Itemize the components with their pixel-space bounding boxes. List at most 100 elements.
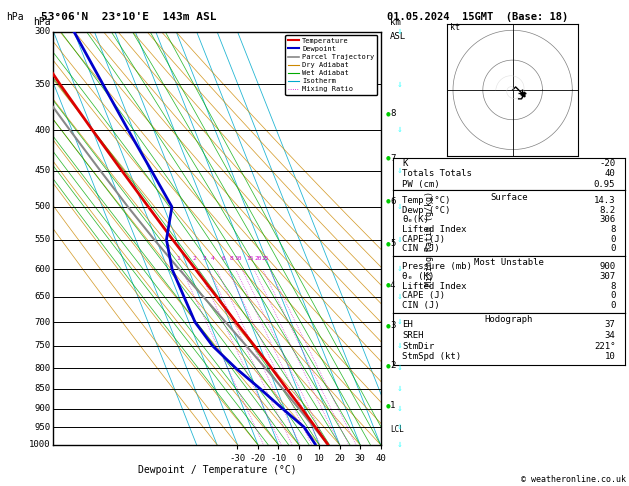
Text: 8.2: 8.2 bbox=[599, 206, 615, 215]
Text: 700: 700 bbox=[34, 318, 50, 327]
Text: 307: 307 bbox=[599, 272, 615, 281]
Text: Pressure (mb): Pressure (mb) bbox=[403, 262, 472, 271]
Text: 5: 5 bbox=[390, 240, 396, 248]
Text: Most Unstable: Most Unstable bbox=[474, 258, 544, 267]
X-axis label: Dewpoint / Temperature (°C): Dewpoint / Temperature (°C) bbox=[138, 466, 296, 475]
Text: 550: 550 bbox=[34, 235, 50, 244]
Text: ⇓: ⇓ bbox=[396, 343, 403, 349]
Text: ⇓: ⇓ bbox=[396, 127, 403, 133]
Text: EH: EH bbox=[403, 320, 413, 329]
Text: 3: 3 bbox=[203, 256, 207, 260]
Text: ⇓: ⇓ bbox=[396, 319, 403, 325]
Text: 306: 306 bbox=[599, 215, 615, 224]
Text: StmSpd (kt): StmSpd (kt) bbox=[403, 352, 462, 361]
Text: K: K bbox=[403, 159, 408, 168]
Text: 600: 600 bbox=[34, 265, 50, 274]
Text: 400: 400 bbox=[34, 126, 50, 135]
Text: 900: 900 bbox=[34, 404, 50, 413]
Text: ●: ● bbox=[386, 282, 391, 288]
Text: 650: 650 bbox=[34, 293, 50, 301]
Text: 1000: 1000 bbox=[29, 440, 50, 449]
Text: 1: 1 bbox=[390, 401, 396, 410]
Text: 450: 450 bbox=[34, 166, 50, 175]
Text: 0: 0 bbox=[610, 301, 615, 310]
Text: ⇓: ⇓ bbox=[396, 294, 403, 300]
Text: -20: -20 bbox=[599, 159, 615, 168]
Text: 8: 8 bbox=[610, 225, 615, 234]
Text: 4: 4 bbox=[211, 256, 214, 260]
Text: Surface: Surface bbox=[490, 192, 528, 202]
Text: θₑ(K): θₑ(K) bbox=[403, 215, 429, 224]
Text: 10: 10 bbox=[604, 352, 615, 361]
Text: 15: 15 bbox=[246, 256, 253, 260]
Text: 37: 37 bbox=[604, 320, 615, 329]
Text: Dewp (°C): Dewp (°C) bbox=[403, 206, 451, 215]
Text: 2: 2 bbox=[390, 362, 396, 370]
Text: ⇓: ⇓ bbox=[396, 405, 403, 412]
Text: 0: 0 bbox=[610, 291, 615, 300]
Text: 0: 0 bbox=[610, 235, 615, 243]
Text: 8: 8 bbox=[610, 281, 615, 291]
Text: 950: 950 bbox=[34, 423, 50, 432]
Text: 8: 8 bbox=[230, 256, 233, 260]
Text: 0: 0 bbox=[610, 244, 615, 253]
Text: CAPE (J): CAPE (J) bbox=[403, 291, 445, 300]
Text: 900: 900 bbox=[599, 262, 615, 271]
Text: ⇓: ⇓ bbox=[396, 365, 403, 371]
Text: StmDir: StmDir bbox=[403, 342, 435, 350]
Text: 750: 750 bbox=[34, 342, 50, 350]
Text: km: km bbox=[390, 17, 401, 27]
Text: 850: 850 bbox=[34, 384, 50, 394]
Text: ●: ● bbox=[386, 199, 391, 204]
Text: 4: 4 bbox=[390, 280, 396, 290]
Text: 800: 800 bbox=[34, 364, 50, 373]
Text: Mixing Ratio (g/kg): Mixing Ratio (g/kg) bbox=[425, 191, 433, 286]
Text: 1: 1 bbox=[176, 256, 180, 260]
Text: Temp (°C): Temp (°C) bbox=[403, 196, 451, 205]
Text: 01.05.2024  15GMT  (Base: 18): 01.05.2024 15GMT (Base: 18) bbox=[387, 12, 568, 22]
Text: 300: 300 bbox=[34, 27, 50, 36]
Text: 53°06'N  23°10'E  143m ASL: 53°06'N 23°10'E 143m ASL bbox=[41, 12, 216, 22]
Text: ⇓: ⇓ bbox=[396, 424, 403, 430]
Text: 8: 8 bbox=[390, 109, 396, 118]
Text: ●: ● bbox=[386, 111, 391, 116]
Text: ●: ● bbox=[386, 403, 391, 408]
Text: 0.95: 0.95 bbox=[594, 180, 615, 189]
Text: Lifted Index: Lifted Index bbox=[403, 281, 467, 291]
Legend: Temperature, Dewpoint, Parcel Trajectory, Dry Adiabat, Wet Adiabat, Isotherm, Mi: Temperature, Dewpoint, Parcel Trajectory… bbox=[286, 35, 377, 95]
Text: ⇓: ⇓ bbox=[396, 168, 403, 174]
Text: hPa: hPa bbox=[33, 17, 50, 27]
Text: ●: ● bbox=[386, 156, 391, 161]
Text: LCL: LCL bbox=[390, 425, 404, 434]
Text: © weatheronline.co.uk: © weatheronline.co.uk bbox=[521, 474, 626, 484]
Text: ●: ● bbox=[386, 323, 391, 328]
Text: hPa: hPa bbox=[6, 12, 24, 22]
Text: 6: 6 bbox=[221, 256, 225, 260]
Text: 14.3: 14.3 bbox=[594, 196, 615, 205]
Text: Hodograph: Hodograph bbox=[485, 315, 533, 324]
Text: Lifted Index: Lifted Index bbox=[403, 225, 467, 234]
Text: ⇓: ⇓ bbox=[396, 386, 403, 392]
Text: SREH: SREH bbox=[403, 331, 424, 340]
Text: 20: 20 bbox=[255, 256, 262, 260]
Text: ⇓: ⇓ bbox=[396, 29, 403, 35]
Text: 10: 10 bbox=[234, 256, 242, 260]
Text: ●: ● bbox=[386, 242, 391, 246]
Text: Totals Totals: Totals Totals bbox=[403, 170, 472, 178]
Text: 350: 350 bbox=[34, 80, 50, 89]
Text: 7: 7 bbox=[390, 154, 396, 163]
Text: 2: 2 bbox=[192, 256, 196, 260]
Text: 3: 3 bbox=[390, 321, 396, 330]
Text: ⇓: ⇓ bbox=[396, 237, 403, 243]
Text: 40: 40 bbox=[604, 170, 615, 178]
Text: kt: kt bbox=[450, 23, 460, 32]
Text: ⇓: ⇓ bbox=[396, 442, 403, 448]
Text: CIN (J): CIN (J) bbox=[403, 244, 440, 253]
Text: ASL: ASL bbox=[390, 32, 406, 41]
Text: 25: 25 bbox=[262, 256, 269, 260]
Text: ●: ● bbox=[386, 364, 391, 368]
Text: PW (cm): PW (cm) bbox=[403, 180, 440, 189]
Text: ⇓: ⇓ bbox=[396, 82, 403, 87]
Text: CAPE (J): CAPE (J) bbox=[403, 235, 445, 243]
Text: 34: 34 bbox=[604, 331, 615, 340]
